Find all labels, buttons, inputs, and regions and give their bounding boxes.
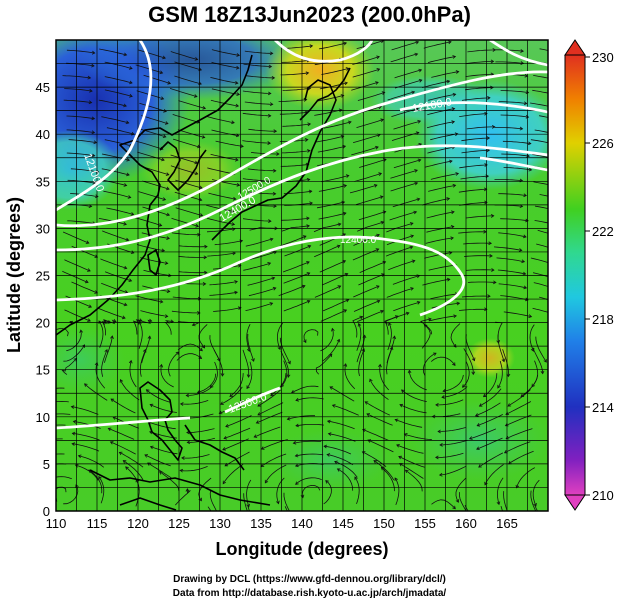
- x-tick-label: 160: [455, 516, 477, 531]
- y-axis-label: Latitude (degrees): [4, 197, 24, 353]
- grid-lines: [56, 40, 548, 511]
- y-tick-label: 20: [36, 316, 50, 331]
- geopotential-contours: [56, 40, 548, 430]
- x-tick-label: 110: [46, 516, 67, 531]
- plot-frame: [55, 39, 549, 512]
- y-tick-label: 5: [43, 457, 50, 472]
- footer-credit-data: Data from http://database.rish.kyoto-u.a…: [172, 588, 447, 599]
- y-tick-label: 0: [43, 504, 50, 519]
- x-axis-label: Longitude (degrees): [215, 539, 388, 559]
- contour-label: 12400.0: [340, 235, 377, 246]
- colorbar-label: 210: [592, 488, 614, 503]
- colorbar-label: 214: [592, 400, 614, 415]
- x-tick-label: 155: [414, 516, 436, 531]
- x-axis-ticks: 110 115 120 125 130 135 140 145 150 155 160 165: [46, 516, 518, 531]
- y-tick-label: 15: [36, 363, 50, 378]
- colorbar-label: 230: [592, 50, 614, 65]
- x-tick-label: 140: [291, 516, 313, 531]
- y-tick-label: 40: [36, 127, 50, 142]
- x-tick-label: 125: [168, 516, 190, 531]
- x-tick-label: 150: [373, 516, 395, 531]
- map-plot-area: 12100.0 12100.0 12400.0 12400.0 12500.0 …: [56, 40, 548, 511]
- y-tick-label: 10: [36, 410, 50, 425]
- x-tick-label: 135: [250, 516, 272, 531]
- colorbar-label: 222: [592, 224, 614, 239]
- y-tick-label: 30: [36, 221, 50, 236]
- colorbar: 210 214 218 222 226 230: [564, 39, 614, 511]
- colorbar-label: 218: [592, 312, 614, 327]
- footer-credit-drawing: Drawing by DCL (https://www.gfd-dennou.o…: [173, 574, 446, 585]
- y-tick-label: 35: [36, 174, 50, 189]
- x-tick-label: 115: [87, 516, 108, 531]
- x-tick-label: 120: [127, 516, 149, 531]
- x-tick-label: 165: [496, 516, 518, 531]
- colorbar-label: 226: [592, 136, 614, 151]
- y-tick-label: 45: [36, 80, 50, 95]
- x-tick-label: 145: [332, 516, 354, 531]
- y-axis-ticks: 0 5 10 15 20 25 30 35 40 45: [36, 80, 50, 519]
- y-tick-label: 25: [36, 269, 50, 284]
- chart-title: GSM 18Z13Jun2023 (200.0hPa): [148, 2, 471, 27]
- x-tick-label: 130: [209, 516, 231, 531]
